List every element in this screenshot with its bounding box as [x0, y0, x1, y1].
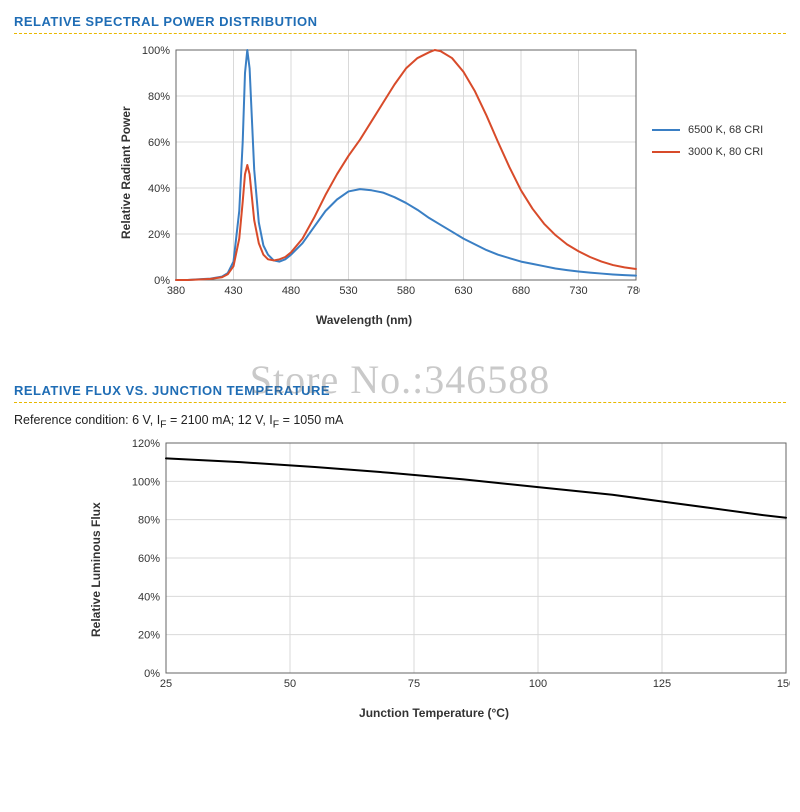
svg-text:100: 100	[529, 678, 547, 690]
legend-label: 3000 K, 80 CRI	[688, 146, 763, 158]
svg-text:780: 780	[627, 285, 640, 297]
svg-text:430: 430	[224, 285, 242, 297]
svg-text:80%: 80%	[138, 514, 160, 526]
legend-item: 3000 K, 80 CRI	[652, 146, 763, 158]
chart1-svg: 3804304805305806306807307800%20%40%60%80…	[134, 44, 640, 302]
page-root: RELATIVE SPECTRAL POWER DISTRIBUTION Rel…	[0, 0, 800, 812]
svg-text:25: 25	[160, 678, 172, 690]
svg-text:20%: 20%	[148, 229, 170, 241]
chart2-ylabel: Relative Luminous Flux	[89, 502, 103, 637]
svg-text:150: 150	[777, 678, 790, 690]
chart1-ylabel: Relative Radiant Power	[119, 106, 133, 239]
section-title-spectral: RELATIVE SPECTRAL POWER DISTRIBUTION	[14, 14, 786, 34]
section-title-flux: RELATIVE FLUX VS. JUNCTION TEMPERATURE	[14, 383, 786, 403]
svg-text:100%: 100%	[132, 476, 160, 488]
svg-text:0%: 0%	[144, 668, 160, 680]
svg-text:40%: 40%	[138, 591, 160, 603]
svg-text:100%: 100%	[142, 45, 170, 57]
svg-text:680: 680	[512, 285, 530, 297]
svg-text:0%: 0%	[154, 275, 170, 287]
svg-text:480: 480	[282, 285, 300, 297]
chart2-svg: 25 50 75 100 125 150 0% 20% 40% 60% 80% 100% 120%	[124, 437, 790, 695]
chart2-xlabel: Junction Temperature (°C)	[124, 706, 744, 720]
svg-text:730: 730	[569, 285, 587, 297]
legend-swatch	[652, 129, 680, 131]
svg-text:630: 630	[454, 285, 472, 297]
legend-swatch	[652, 151, 680, 153]
legend-item: 6500 K, 68 CRI	[652, 124, 763, 136]
svg-text:125: 125	[653, 678, 671, 690]
svg-text:580: 580	[397, 285, 415, 297]
svg-text:530: 530	[339, 285, 357, 297]
svg-text:75: 75	[408, 678, 420, 690]
legend-label: 6500 K, 68 CRI	[688, 124, 763, 136]
chart1-xlabel: Wavelength (nm)	[134, 313, 594, 327]
svg-text:50: 50	[284, 678, 296, 690]
chart2-container: Relative Luminous Flux 2550751001251500%…	[14, 437, 786, 720]
chart1-plot: 3804304805305806306807307800%20%40%60%80…	[134, 44, 640, 307]
svg-text:60%: 60%	[138, 553, 160, 565]
reference-condition: Reference condition: 6 V, IF = 2100 mA; …	[14, 413, 786, 431]
chart1-container: Relative Radiant Power 38043048053058063…	[14, 44, 786, 327]
chart2-plot: 25 50 75 100 125 150 0% 20% 40% 60% 80% 100% 120%	[124, 437, 790, 700]
svg-text:80%: 80%	[148, 91, 170, 103]
svg-text:120%: 120%	[132, 438, 160, 450]
svg-text:60%: 60%	[148, 137, 170, 149]
chart1-legend: 6500 K, 68 CRI 3000 K, 80 CRI	[652, 124, 763, 168]
svg-text:20%: 20%	[138, 629, 160, 641]
svg-text:40%: 40%	[148, 183, 170, 195]
